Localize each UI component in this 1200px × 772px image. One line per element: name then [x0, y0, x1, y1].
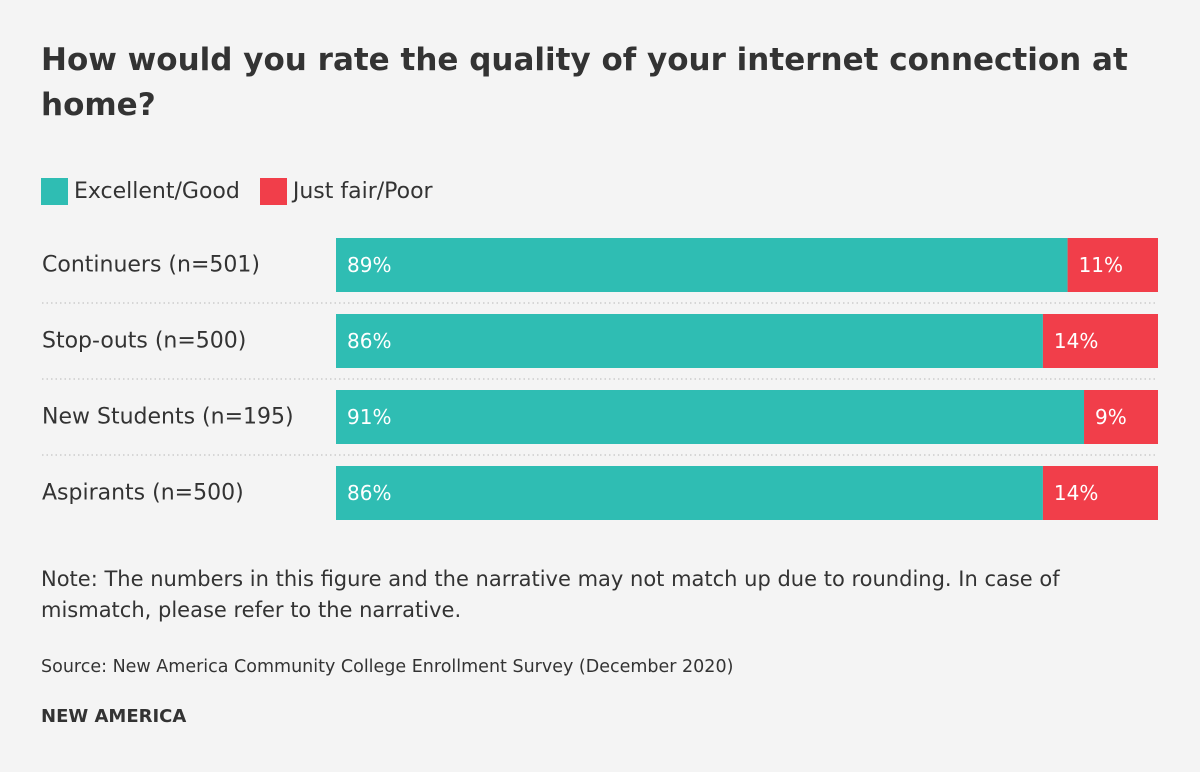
legend: Excellent/Good Just fair/Poor [41, 176, 453, 206]
data-label: 9% [1095, 405, 1127, 429]
data-label: 14% [1054, 329, 1098, 353]
bar-chart: Continuers (n=501) 89% 11% Stop-outs (n=500… [42, 238, 1158, 520]
legend-label-excellent-good: Excellent/Good [74, 178, 240, 204]
chart-note: Note: The numbers in this figure and the… [41, 567, 1060, 622]
brand-logo-text: NEW AMERICA [41, 706, 187, 727]
bar-segment-fair-poor [1042, 466, 1158, 520]
legend-item-excellent-good: Excellent/Good [41, 177, 240, 205]
bar-segment-fair-poor [1084, 390, 1158, 444]
data-label: 89% [347, 253, 391, 277]
legend-label-fair-poor: Just fair/Poor [292, 178, 433, 204]
bar-segment-fair-poor [1042, 314, 1158, 368]
category-label: Stop-outs (n=500) [42, 329, 246, 354]
legend-item-fair-poor: Just fair/Poor [259, 177, 433, 205]
bar-segment-fair-poor [1067, 238, 1158, 292]
bar-segment-excellent-good [336, 314, 1043, 368]
category-label: Continuers (n=501) [42, 253, 260, 278]
legend-swatch-fair-poor [259, 177, 287, 205]
legend-swatch-excellent-good [41, 177, 68, 205]
data-label: 86% [347, 329, 391, 353]
data-label: 86% [347, 481, 391, 505]
bar-segment-excellent-good [336, 390, 1085, 444]
data-label: 91% [347, 405, 391, 429]
chart-source: Source: New America Community College En… [41, 657, 734, 677]
category-label: New Students (n=195) [42, 405, 294, 430]
chart-title: How would you rate the quality of your i… [41, 42, 1128, 123]
bar-segment-excellent-good [336, 466, 1043, 520]
bar-segment-excellent-good [336, 238, 1068, 292]
data-label: 11% [1079, 253, 1123, 277]
category-label: Aspirants (n=500) [42, 481, 244, 506]
data-label: 14% [1054, 481, 1098, 505]
